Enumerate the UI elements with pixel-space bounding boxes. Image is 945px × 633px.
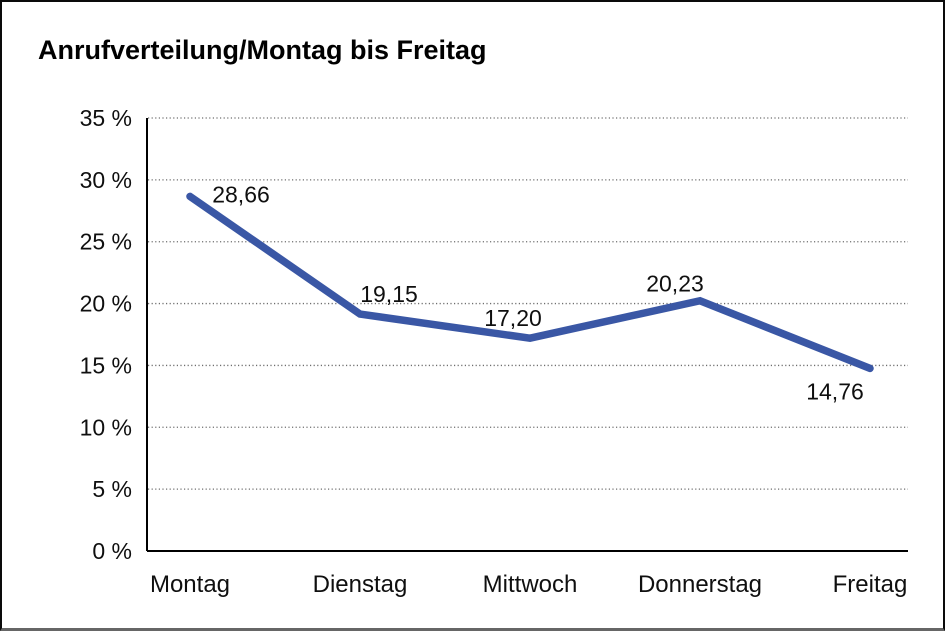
data-point-label: 17,20 bbox=[484, 305, 542, 331]
y-axis-tick-label: 5 % bbox=[92, 476, 132, 502]
x-axis-category-label: Freitag bbox=[833, 571, 908, 598]
x-axis-category-label: Dienstag bbox=[313, 571, 408, 598]
y-axis-tick-label: 0 % bbox=[92, 538, 132, 564]
y-axis-tick-label: 15 % bbox=[80, 352, 132, 378]
chart-title: Anrufverteilung/Montag bis Freitag bbox=[38, 35, 487, 65]
y-axis-tick-label: 25 % bbox=[80, 229, 132, 255]
data-point-label: 19,15 bbox=[360, 281, 418, 307]
data-point-label: 20,23 bbox=[646, 271, 704, 297]
data-point-label: 28,66 bbox=[212, 181, 270, 207]
data-point-label: 14,76 bbox=[806, 378, 864, 404]
x-axis-category-label: Donnerstag bbox=[638, 571, 762, 598]
y-axis-tick-label: 30 % bbox=[80, 167, 132, 193]
y-axis-tick-label: 20 % bbox=[80, 291, 132, 317]
y-axis-tick-label: 10 % bbox=[80, 414, 132, 440]
y-axis-tick-label: 35 % bbox=[80, 105, 132, 131]
x-axis-category-label: Mittwoch bbox=[483, 571, 578, 598]
data-series-line bbox=[186, 192, 874, 373]
x-axis-category-label: Montag bbox=[150, 571, 230, 598]
